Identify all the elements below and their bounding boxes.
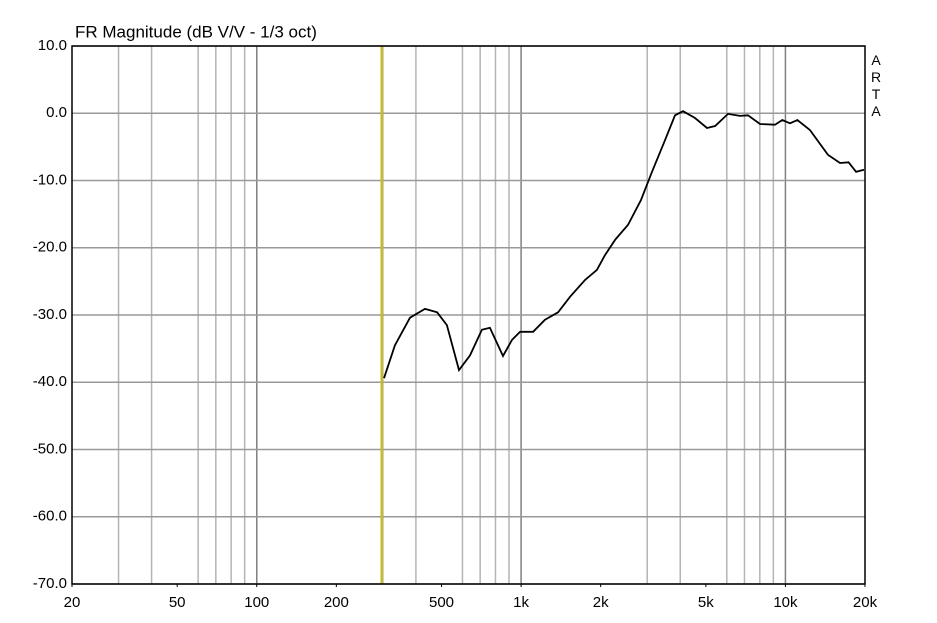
x-tick-label: 50 [169,594,186,611]
y-tick-label: -70.0 [33,575,67,592]
x-tick-label: 200 [324,594,349,611]
plot-frame [71,45,866,585]
x-tick-label: 2k [593,594,609,611]
x-tick-label: 10k [773,594,798,611]
y-tick-label: -50.0 [33,440,67,457]
watermark: ARTA [868,52,884,120]
response-curve [383,110,865,379]
y-tick-label: 10.0 [38,37,67,54]
chart-title: FR Magnitude (dB V/V - 1/3 oct) [75,22,317,41]
y-tick-label: 0.0 [46,104,67,121]
x-tick-label: 20 [64,594,81,611]
x-tick-label: 5k [698,594,714,611]
x-tick-label: 500 [429,594,454,611]
y-tick-label: -20.0 [33,239,67,256]
y-tick-label: -60.0 [33,508,67,525]
x-tick-label: 100 [244,594,269,611]
y-tick-label: -30.0 [33,306,67,323]
x-tick-label: 20k [853,594,878,611]
y-tick-label: -40.0 [33,373,67,390]
x-tick-label: 1k [513,594,529,611]
y-tick-label: -10.0 [33,171,67,188]
